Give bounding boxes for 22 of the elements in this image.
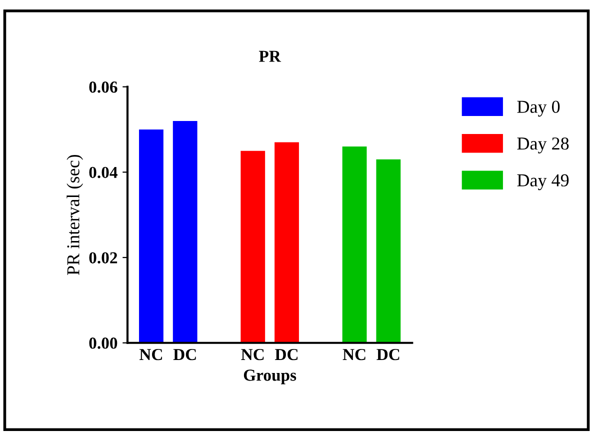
x-tick-label: DC bbox=[376, 348, 400, 360]
x-tick-label: DC bbox=[173, 348, 196, 360]
y-tick-label: 0.02 bbox=[89, 252, 118, 264]
bar bbox=[172, 120, 198, 343]
bar bbox=[139, 129, 164, 343]
x-tick-label: NC bbox=[241, 348, 264, 360]
chart-title: PR bbox=[258, 50, 282, 62]
y-tick-label: 0.06 bbox=[89, 82, 118, 93]
x-axis-title: Groups bbox=[244, 370, 296, 384]
bar bbox=[376, 159, 401, 343]
legend-label: Day 28 bbox=[517, 137, 569, 154]
legend-label: Day 49 bbox=[517, 174, 569, 190]
bar bbox=[342, 146, 367, 343]
legend-label: Day 0 bbox=[517, 100, 560, 117]
y-axis-title: PR interval (sec) bbox=[66, 154, 84, 275]
x-tick-label: NC bbox=[139, 348, 162, 360]
y-tick-label: 0.00 bbox=[89, 338, 118, 349]
bar bbox=[274, 142, 299, 343]
y-tick-label: 0.04 bbox=[89, 166, 118, 178]
bar bbox=[240, 150, 266, 343]
x-tick-label: DC bbox=[275, 348, 298, 360]
x-tick-label: NC bbox=[342, 348, 366, 360]
